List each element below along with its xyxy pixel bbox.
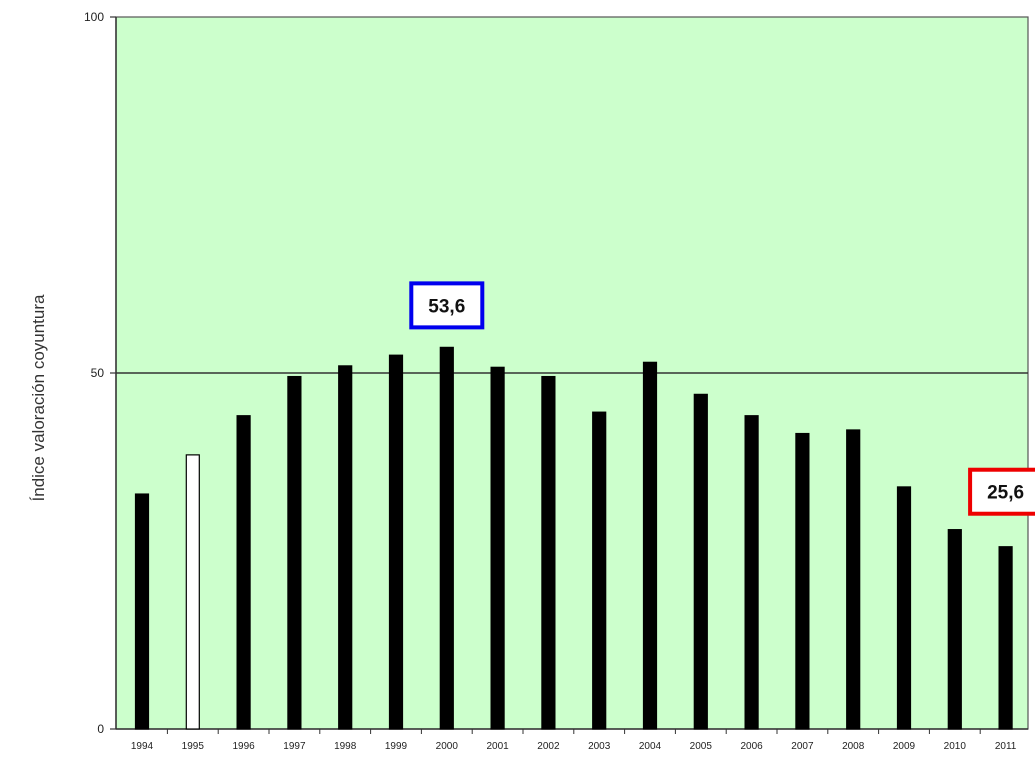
bar-1995 — [185, 454, 200, 730]
bar-2000 — [439, 346, 454, 730]
y-tick-label: 0 — [97, 722, 104, 736]
x-tick-label-2002: 2002 — [537, 741, 560, 752]
callout-label: 53,6 — [428, 296, 465, 317]
bar-2008 — [846, 429, 861, 730]
bar-2002 — [541, 375, 556, 730]
bar-1999 — [388, 354, 404, 730]
bar-1997 — [287, 375, 302, 730]
y-axis-ticks: 0 50 100 — [84, 10, 116, 736]
bar-1994 — [134, 493, 150, 730]
x-tick-label-1998: 1998 — [334, 741, 357, 752]
x-tick-label-2011: 2011 — [995, 741, 1017, 752]
x-tick-label-2006: 2006 — [740, 741, 763, 752]
callout-box — [968, 467, 1035, 516]
x-tick-label-2008: 2008 — [842, 741, 865, 752]
x-tick-label-2001: 2001 — [486, 741, 509, 752]
y-tick-label: 100 — [84, 10, 104, 24]
x-tick-label-2010: 2010 — [944, 741, 967, 752]
bar-2001 — [490, 366, 505, 730]
x-tick-label-1995: 1995 — [182, 741, 205, 752]
x-tick-label-1996: 1996 — [232, 741, 255, 752]
bar-2009 — [896, 486, 912, 730]
bar-2010 — [947, 529, 962, 730]
bar-2007 — [795, 432, 810, 730]
x-tick-label-1997: 1997 — [283, 741, 306, 752]
callouts: 53,6 25,6 — [409, 281, 1035, 516]
callout-2011: 25,6 — [968, 467, 1035, 516]
bar-2006 — [744, 415, 759, 730]
x-tick-label-1994: 1994 — [131, 741, 154, 752]
x-axis-ticks: 1994 1995 1996 1997 1998 1999 2000 2001 2002 2003… — [131, 729, 1017, 752]
callout-box — [409, 281, 485, 330]
bar-2011 — [998, 546, 1013, 730]
bar-1996 — [236, 415, 251, 730]
x-tick-label-2004: 2004 — [639, 741, 662, 752]
x-tick-label-2003: 2003 — [588, 741, 611, 752]
bar-2003 — [592, 411, 607, 730]
x-tick-label-2005: 2005 — [690, 741, 713, 752]
x-tick-label-2000: 2000 — [436, 741, 459, 752]
x-tick-label-1999: 1999 — [385, 741, 408, 752]
bars — [134, 346, 1013, 730]
callout-2000: 53,6 — [409, 281, 485, 330]
bar-2004 — [642, 361, 658, 730]
y-tick-label: 50 — [91, 366, 105, 380]
y-axis-label: Índice valoración coyuntura — [29, 294, 48, 502]
callout-label: 25,6 — [987, 483, 1024, 504]
bar-1998 — [338, 365, 353, 730]
x-tick-label-2007: 2007 — [791, 741, 814, 752]
bar-2005 — [693, 393, 708, 730]
x-tick-label-2009: 2009 — [893, 741, 916, 752]
